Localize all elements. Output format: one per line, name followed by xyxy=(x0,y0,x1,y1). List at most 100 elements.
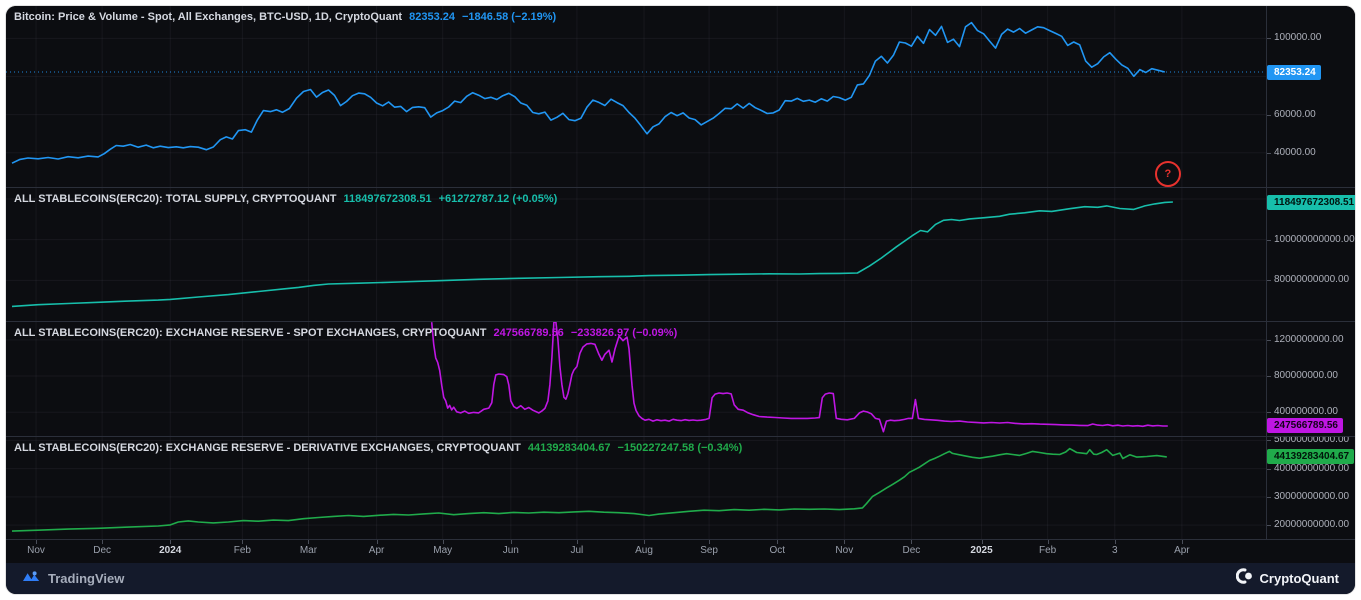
axis-tickmark xyxy=(1267,239,1271,241)
stablecoin-total-supply-line xyxy=(11,201,1173,308)
axis-tickmark xyxy=(1267,152,1271,154)
time-axis-label: May xyxy=(433,545,453,556)
spot-reserve-plot[interactable] xyxy=(6,322,1267,436)
time-tickmark xyxy=(981,540,983,544)
time-tickmark xyxy=(1047,540,1049,544)
time-tickmark xyxy=(308,540,310,544)
panel-stablecoin-supply[interactable]: 100000000000.00 80000000000.00 11849767230… xyxy=(6,188,1355,322)
stablecoin-spot-exchange-reserve-last-value-badge: 247566789.56 xyxy=(1267,418,1343,434)
axis-tickmark xyxy=(1267,468,1271,470)
axis-tick-label: 20000000000.00 xyxy=(1274,519,1350,531)
axis-tickmark xyxy=(1267,114,1271,116)
stablecoin-supply-plot[interactable] xyxy=(6,188,1267,321)
axis-tickmark xyxy=(1267,412,1271,414)
series-change: −233826.97 (−0.09%) xyxy=(570,327,678,339)
time-axis-label: Dec xyxy=(93,545,112,556)
time-tickmark xyxy=(709,540,711,544)
axis-tickmark xyxy=(1267,440,1271,442)
stablecoin-spot-exchange-reserve-chart[interactable] xyxy=(6,322,1267,436)
time-axis-label: Jul xyxy=(570,545,584,556)
series-change: −150227247.58 (−0.34%) xyxy=(617,442,743,454)
time-axis-label: Feb xyxy=(1039,545,1057,556)
btc-price-axis[interactable]: 100000.00 60000.00 40000.00 82353.24 xyxy=(1266,6,1355,187)
time-axis[interactable]: Nov Dec 2024 Feb Mar Apr May Jun Jul Aug Sep Oct Nov… xyxy=(6,540,1355,563)
time-tickmark xyxy=(242,540,244,544)
time-axis-label: Mar xyxy=(299,545,318,556)
chart-card: ? 100000.00 60000.00 40000.00 82353.24 Bitc… xyxy=(6,6,1355,594)
btc-price-plot[interactable]: ? xyxy=(6,6,1267,187)
panel-title-derivative-reserve: ALL STABLECOINS(ERC20): EXCHANGE RESERVE… xyxy=(14,442,742,454)
panel-derivative-reserve[interactable]: 50000000000.00 40000000000.00 30000000000.… xyxy=(6,437,1355,540)
question-mark-annotation[interactable]: ? xyxy=(1154,161,1181,187)
panel-title-btc: Bitcoin: Price & Volume - Spot, All Exch… xyxy=(14,11,556,23)
time-axis-label: Apr xyxy=(368,545,385,556)
axis-tickmark xyxy=(1267,376,1271,377)
series-title: ALL STABLECOINS(ERC20): TOTAL SUPPLY, CR… xyxy=(14,193,337,205)
spot-reserve-axis[interactable]: 1200000000.00 800000000.00 400000000.00 247… xyxy=(1266,322,1355,436)
panel-btc-price[interactable]: ? 100000.00 60000.00 40000.00 82353.24 Bitc… xyxy=(6,6,1355,188)
time-axis-label: Sep xyxy=(700,545,718,556)
time-tickmark xyxy=(844,540,846,544)
time-tickmark xyxy=(911,540,913,544)
time-tickmark xyxy=(376,540,378,544)
time-tickmark xyxy=(777,540,779,544)
stablecoin-spot-exchange-reserve-line xyxy=(430,322,1168,433)
series-title: Bitcoin: Price & Volume - Spot, All Exch… xyxy=(14,11,403,23)
btc-price-last-value-badge: 82353.24 xyxy=(1267,64,1321,80)
time-axis-label: Apr xyxy=(1174,545,1190,556)
stablecoin-total-supply-last-value-badge: 118497672308.51 xyxy=(1267,194,1355,210)
time-tickmark xyxy=(1114,540,1116,544)
series-value: 82353.24 xyxy=(409,11,455,23)
cryptoquant-label: CryptoQuant xyxy=(1259,571,1339,586)
stablecoin-derivative-exchange-reserve-line xyxy=(11,447,1167,532)
time-tickmark xyxy=(442,540,444,544)
axis-tickmark xyxy=(1267,525,1271,527)
time-axis-label: 2025 xyxy=(970,545,993,556)
axis-tick-label: 30000000000.00 xyxy=(1274,490,1350,502)
axis-tick-label: 40000.00 xyxy=(1274,146,1316,158)
axis-tick-label: 80000000000.00 xyxy=(1274,274,1350,286)
tradingview-brand[interactable]: TradingView xyxy=(22,569,124,588)
axis-tickmark xyxy=(1267,38,1271,40)
axis-tickmark xyxy=(1267,496,1271,498)
derivative-reserve-axis[interactable]: 50000000000.00 40000000000.00 30000000000.… xyxy=(1266,437,1355,539)
panel-spot-reserve[interactable]: 1200000000.00 800000000.00 400000000.00 247… xyxy=(6,322,1355,437)
tradingview-logo-icon xyxy=(22,569,41,588)
time-tickmark xyxy=(1181,540,1183,544)
time-axis-label: 3 xyxy=(1111,545,1118,556)
series-change: +61272787.12 (+0.05%) xyxy=(438,193,558,205)
axis-tick-label: 100000000000.00 xyxy=(1274,233,1355,245)
axis-tick-label: 800000000.00 xyxy=(1274,370,1338,381)
time-tickmark xyxy=(102,540,104,544)
axis-tickmark xyxy=(1267,339,1271,341)
axis-tickmark xyxy=(1267,280,1271,282)
time-axis-label: Feb xyxy=(233,545,251,556)
cryptoquant-brand[interactable]: CryptoQuant xyxy=(1235,568,1339,589)
axis-tick-label: 50000000000.00 xyxy=(1274,437,1350,446)
btc-price-chart[interactable] xyxy=(6,6,1267,187)
axis-tick-label: 100000.00 xyxy=(1274,32,1322,44)
axis-tick-label: 1200000000.00 xyxy=(1274,333,1344,345)
btc-price-line xyxy=(11,21,1165,164)
series-value: 247566789.56 xyxy=(493,327,564,339)
tradingview-label: TradingView xyxy=(48,571,125,586)
time-axis-label: Dec xyxy=(902,545,921,556)
footer-bar: TradingView CryptoQuant xyxy=(6,563,1355,594)
stablecoin-total-supply-chart[interactable] xyxy=(6,188,1267,321)
axis-tick-label: 60000.00 xyxy=(1274,108,1316,120)
panel-title-spot-reserve: ALL STABLECOINS(ERC20): EXCHANGE RESERVE… xyxy=(14,327,677,339)
stablecoin-derivative-exchange-reserve-last-value-badge: 44139283404.67 xyxy=(1267,449,1355,465)
axis-tick-label: 40000000000.00 xyxy=(1274,462,1350,474)
time-tickmark xyxy=(644,540,645,544)
time-tickmark xyxy=(36,540,38,544)
axis-tick-label: 400000000.00 xyxy=(1274,406,1338,418)
stablecoin-derivative-exchange-reserve-chart[interactable] xyxy=(6,437,1267,539)
time-axis-label: Nov xyxy=(835,545,854,556)
derivative-reserve-plot[interactable] xyxy=(6,437,1267,539)
time-tickmark xyxy=(510,540,512,544)
series-change: −1846.58 (−2.19%) xyxy=(462,11,557,23)
time-tickmark xyxy=(170,540,172,544)
series-title: ALL STABLECOINS(ERC20): EXCHANGE RESERVE… xyxy=(14,442,521,454)
stablecoin-supply-axis[interactable]: 100000000000.00 80000000000.00 11849767230… xyxy=(1266,188,1355,321)
cryptoquant-logo-icon xyxy=(1235,568,1253,589)
